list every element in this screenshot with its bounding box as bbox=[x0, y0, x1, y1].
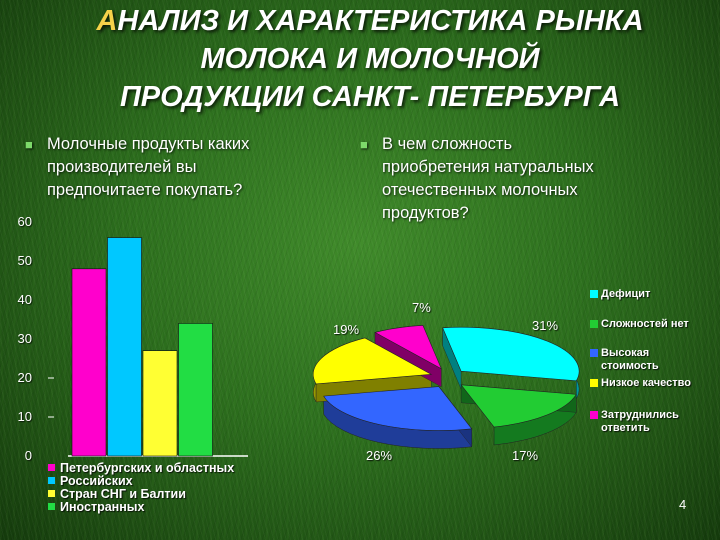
pie-percent-label: 19% bbox=[333, 322, 360, 337]
pie-slice bbox=[323, 386, 473, 431]
right-question: ■ В чем сложность приобретения натуральн… bbox=[360, 133, 594, 225]
square-bullet-icon: ■ bbox=[25, 137, 33, 152]
page-number: 4 bbox=[679, 497, 687, 512]
bar-chart-bars bbox=[48, 237, 213, 457]
legend-label: Дефицит bbox=[601, 288, 651, 300]
legend-label: Высокая стоимость bbox=[601, 347, 659, 372]
legend-label: Иностранных bbox=[60, 500, 145, 514]
bar-legend-item: Стран СНГ и Балтии bbox=[48, 488, 186, 501]
pie-percent-label: 26% bbox=[366, 448, 393, 463]
legend-label: Сложностей нет bbox=[601, 318, 689, 330]
bar bbox=[107, 237, 142, 457]
bar bbox=[178, 323, 213, 457]
bar bbox=[71, 268, 107, 457]
pie-percent-label: 31% bbox=[532, 318, 559, 333]
square-bullet-icon: ■ bbox=[360, 137, 368, 152]
legend-label: Низкое качество bbox=[601, 377, 691, 389]
bar-legend-item: Петербургских и областных bbox=[48, 462, 234, 475]
y-tick-label: 0 bbox=[24, 448, 32, 463]
pie-legend-item: Сложностей нет bbox=[590, 318, 701, 331]
pie-percent-label: 17% bbox=[512, 448, 539, 463]
title-line-2: МОЛОКА И МОЛОЧНОЙ bbox=[200, 43, 540, 75]
y-tick-label: 10 bbox=[17, 409, 32, 424]
legend-swatch bbox=[590, 379, 598, 387]
bar-legend-item: Российских bbox=[48, 475, 133, 488]
title-first-letter: А bbox=[96, 5, 118, 37]
legend-swatch bbox=[590, 290, 598, 298]
legend-swatch bbox=[48, 464, 55, 471]
pie-slice bbox=[374, 325, 442, 370]
pie-legend-item: Дефицит bbox=[590, 288, 701, 301]
left-question: ■ Молочные продукты каких производителей… bbox=[25, 133, 250, 202]
legend-label: Стран СНГ и Балтии bbox=[60, 487, 186, 501]
pie-slice bbox=[312, 337, 433, 385]
pie-legend-item: Высокая стоимость bbox=[590, 347, 701, 373]
right-question-line-2: приобретения натуральных bbox=[382, 158, 594, 176]
legend-swatch bbox=[590, 349, 598, 357]
pie-chart bbox=[312, 325, 580, 449]
right-question-line-1: В чем сложность bbox=[382, 135, 513, 153]
title-line-3: ПРОДУКЦИИ САНКТ- ПЕТЕРБУРГА bbox=[119, 81, 621, 113]
legend-swatch bbox=[48, 490, 55, 497]
legend-swatch bbox=[590, 320, 598, 328]
bar-legend-item: Иностранных bbox=[48, 501, 144, 514]
legend-swatch bbox=[48, 477, 55, 484]
right-question-line-4: продуктов? bbox=[382, 204, 469, 222]
title-line-1: НАЛИЗ И ХАРАКТЕРИСТИКА РЫНКА bbox=[117, 5, 644, 37]
left-question-line-3: предпочитаете покупать? bbox=[47, 181, 243, 199]
legend-label: Петербургских и областных bbox=[60, 461, 235, 475]
legend-label: Российских bbox=[60, 474, 133, 488]
left-question-line-2: производителей вы bbox=[47, 158, 197, 176]
legend-swatch bbox=[590, 411, 598, 419]
left-question-line-1: Молочные продукты каких bbox=[47, 135, 250, 153]
y-tick-label: 60 bbox=[17, 214, 32, 229]
legend-label: Затруднились ответить bbox=[601, 409, 679, 434]
pie-percent-label: 7% bbox=[412, 300, 431, 315]
pie-legend-item: Низкое качество bbox=[590, 377, 701, 390]
bar bbox=[142, 350, 178, 457]
pie-slice bbox=[460, 384, 577, 428]
y-tick-label: 30 bbox=[17, 331, 32, 346]
y-tick-label: 50 bbox=[17, 253, 32, 268]
y-tick-label: 40 bbox=[17, 292, 32, 307]
page-title: АНАЛИЗ И ХАРАКТЕРИСТИКА РЫНКА МОЛОКА И М… bbox=[40, 2, 700, 116]
right-question-line-3: отечественных молочных bbox=[382, 181, 578, 199]
pie-slice bbox=[442, 326, 580, 382]
legend-swatch bbox=[48, 503, 55, 510]
y-tick-label: 20 bbox=[17, 370, 32, 385]
pie-legend-item: Затруднились ответить bbox=[590, 409, 701, 435]
